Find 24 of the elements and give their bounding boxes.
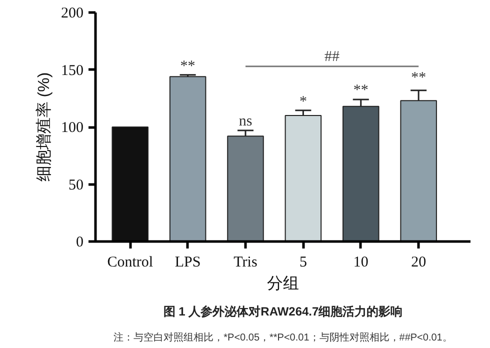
x-tick-label: 10 [353,254,368,270]
text: 注：与空白对照组相比，*P<0.05，**P<0.01；与阴性对照相比，##P<0.01。 [114,332,452,344]
annotation: ## [324,49,340,66]
x-tick-label: Tris [234,254,258,270]
y-tick-label: 0 [76,234,84,250]
x-tick-label: LPS [174,254,201,270]
text: 图 1 人参外泌体对RAW264.7细胞活力的影响 [163,304,403,318]
y-tick-label: 150 [61,62,84,79]
annotation: ** [411,70,426,86]
bar [169,76,206,242]
annotation: ** [353,82,368,98]
x-tick-label: 5 [299,254,307,270]
bar [284,115,322,242]
y-tick-label: 50 [68,177,84,194]
x-axis-title: 分组 [267,276,299,292]
annotation: ns [238,113,252,130]
annotation: ** [180,58,196,74]
y-tick-label: 200 [61,6,84,22]
y-tick-label: 100 [61,120,84,136]
y-axis-title: 细胞增殖率 (%) [35,72,53,182]
bar [112,126,148,242]
annotation: * [299,94,307,110]
x-tick-label: 20 [411,254,426,270]
x-tick-label: Control [107,254,154,270]
